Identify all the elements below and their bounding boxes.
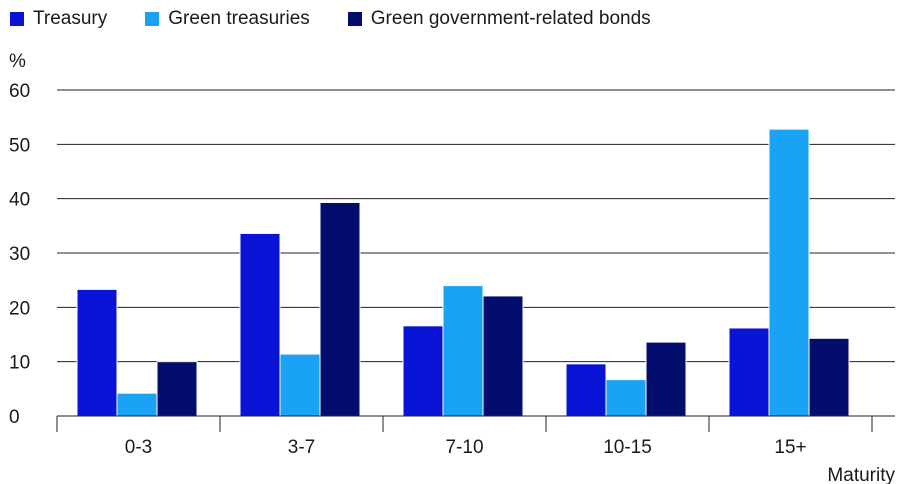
bar-0-3-green-government-related-bonds — [156, 361, 198, 417]
bar-0-3-green-treasuries — [116, 392, 158, 417]
y-tick-0: 0 — [9, 407, 20, 428]
legend-item-treasury: Treasury — [10, 8, 107, 30]
legend-swatch-green-govt-bonds — [347, 12, 362, 26]
x-tick-0-3: 0-3 — [125, 437, 152, 458]
bar-3-7-green-treasuries — [279, 353, 321, 417]
y-tick-20: 20 — [9, 298, 30, 319]
x-tick-15+: 15+ — [774, 437, 806, 458]
y-tick-10: 10 — [9, 353, 30, 374]
x-tick-10-15: 10-15 — [603, 437, 652, 458]
bar-15+-green-government-related-bonds — [808, 337, 850, 417]
bar-15+-green-treasuries — [768, 128, 810, 417]
y-tick-labels: 0 10 20 30 40 50 60 — [9, 81, 30, 428]
bar-10-15-treasury — [565, 363, 607, 417]
y-tick-50: 50 — [9, 135, 30, 156]
bar-7-10-treasury — [402, 325, 444, 417]
bar-10-15-green-government-related-bonds — [645, 341, 687, 417]
bars — [76, 128, 850, 417]
x-axis-label: Maturity — [827, 465, 895, 484]
bar-10-15-green-treasuries — [605, 379, 647, 417]
x-axis: 0-3 3-7 7-10 10-15 15+ — [56, 415, 895, 458]
legend: Treasury Green treasuries Green governme… — [10, 8, 689, 30]
y-tick-30: 30 — [9, 244, 30, 265]
legend-label-green-govt-bonds: Green government-related bonds — [370, 8, 651, 29]
bar-3-7-green-government-related-bonds — [319, 201, 361, 417]
y-tick-40: 40 — [9, 190, 30, 211]
y-axis-unit: % — [9, 51, 26, 72]
x-tick-7-10: 7-10 — [445, 437, 483, 458]
legend-swatch-green-treasuries — [145, 12, 160, 26]
bar-7-10-green-government-related-bonds — [482, 295, 524, 417]
legend-label-green-treasuries: Green treasuries — [168, 8, 310, 29]
x-tick-3-7: 3-7 — [288, 437, 315, 458]
legend-item-green-govt-bonds: Green government-related bonds — [347, 8, 651, 30]
bar-3-7-treasury — [239, 232, 281, 417]
bar-15+-treasury — [728, 327, 770, 417]
bar-0-3-treasury — [76, 288, 118, 417]
y-tick-60: 60 — [9, 81, 30, 102]
legend-label-treasury: Treasury — [33, 8, 108, 29]
legend-swatch-treasury — [10, 12, 24, 26]
bar-7-10-green-treasuries — [442, 285, 484, 417]
legend-item-green-treasuries: Green treasuries — [145, 8, 310, 30]
